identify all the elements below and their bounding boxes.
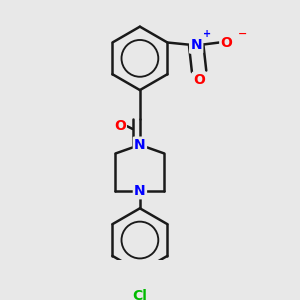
Text: N: N bbox=[134, 184, 146, 198]
Text: N: N bbox=[190, 38, 202, 52]
Text: N: N bbox=[134, 138, 146, 152]
Text: −: − bbox=[238, 29, 247, 39]
Text: Cl: Cl bbox=[133, 289, 147, 300]
Text: O: O bbox=[193, 73, 205, 87]
Text: O: O bbox=[220, 35, 232, 50]
Text: +: + bbox=[202, 29, 211, 39]
Text: O: O bbox=[114, 119, 126, 133]
